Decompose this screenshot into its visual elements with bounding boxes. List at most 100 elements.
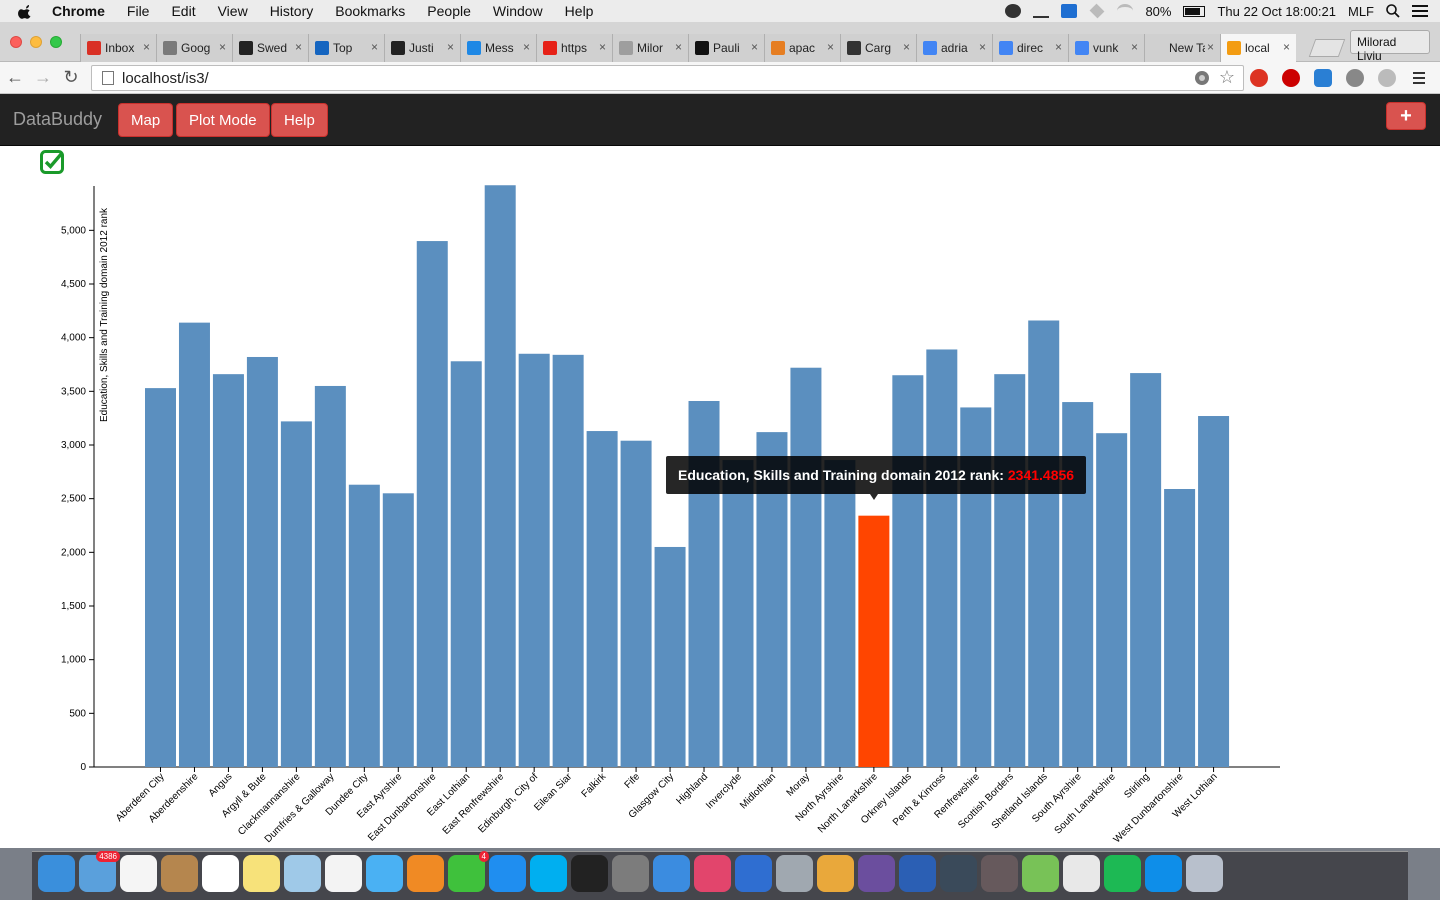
bar[interactable] (552, 354, 584, 767)
brand-logo[interactable]: DataBuddy (13, 109, 103, 129)
input-source[interactable]: MLF (1348, 3, 1374, 19)
ibooks-icon[interactable] (407, 855, 444, 892)
tab-close-icon[interactable]: × (446, 40, 454, 54)
browser-tab[interactable]: Swed × (232, 34, 308, 62)
1password-icon[interactable] (735, 855, 772, 892)
bar[interactable] (1198, 416, 1230, 767)
browser-tab[interactable]: Inbox × (80, 34, 156, 62)
recycle-icon[interactable] (1346, 69, 1364, 87)
chrome-icon[interactable] (817, 855, 854, 892)
profile-button[interactable]: Milorad Liviu (1350, 30, 1430, 63)
dropbox-icon[interactable] (1090, 3, 1105, 19)
bar[interactable] (246, 356, 278, 767)
browser-tab[interactable]: Mess × (460, 34, 536, 62)
messages-icon[interactable] (366, 855, 403, 892)
browser-tab[interactable]: Carg × (840, 34, 916, 62)
teamviewer-tray-icon[interactable] (1061, 4, 1078, 18)
image-capture-icon[interactable] (776, 855, 813, 892)
bar[interactable] (1028, 320, 1060, 767)
browser-tab[interactable]: local × (1220, 34, 1296, 62)
clock[interactable]: Thu 22 Oct 18:00:21 (1217, 3, 1336, 19)
menu-bookmarks[interactable]: Bookmarks (335, 3, 406, 19)
tab-close-icon[interactable]: × (218, 40, 226, 54)
mail-icon[interactable]: 4386 (79, 851, 120, 892)
tab-close-icon[interactable]: × (902, 40, 910, 54)
close-window-button[interactable] (10, 36, 22, 48)
bar[interactable] (892, 375, 924, 767)
menu-edit[interactable]: Edit (171, 3, 196, 19)
bar[interactable] (926, 349, 958, 767)
menu-window[interactable]: Window (492, 3, 543, 19)
bar[interactable] (484, 185, 516, 767)
bar[interactable] (1096, 433, 1128, 767)
itunes-icon[interactable] (694, 855, 731, 892)
help-button[interactable]: Help (271, 103, 328, 137)
tab-close-icon[interactable]: × (522, 40, 530, 54)
checkmark-icon[interactable] (40, 150, 64, 174)
wifi-icon[interactable] (1117, 4, 1134, 18)
skype-icon[interactable] (530, 855, 567, 892)
facetime-icon[interactable]: 4 (448, 851, 489, 892)
xcode-icon[interactable] (653, 855, 690, 892)
menu-help[interactable]: Help (564, 3, 594, 19)
eclipse-icon[interactable] (858, 855, 895, 892)
add-button[interactable]: + (1386, 102, 1426, 130)
menu-people[interactable]: People (427, 3, 471, 19)
terminal-icon[interactable] (571, 855, 608, 892)
camera-icon[interactable] (1193, 69, 1211, 87)
adblock-plus-icon[interactable] (1250, 69, 1268, 87)
bar[interactable] (450, 361, 482, 767)
extension-blue-icon[interactable] (1314, 69, 1332, 87)
menu-file[interactable]: File (126, 3, 150, 19)
chrome-menu-icon[interactable] (1410, 69, 1428, 87)
reload-icon[interactable]: ↻ (63, 67, 79, 87)
bookmark-star-icon[interactable]: ☆ (1218, 67, 1235, 87)
battery-icon[interactable] (1183, 5, 1206, 17)
bar[interactable] (722, 460, 754, 767)
browser-tab[interactable]: Goog × (156, 34, 232, 62)
activity-icon[interactable] (1033, 4, 1050, 18)
minimize-window-button[interactable] (30, 36, 42, 48)
forward-arrow-icon[interactable]: → (34, 67, 52, 87)
menu-app-name[interactable]: Chrome (52, 3, 105, 19)
bar[interactable] (314, 385, 346, 767)
adblock-hand-icon[interactable] (1282, 69, 1300, 87)
contacts-icon[interactable] (161, 855, 198, 892)
bar[interactable] (178, 322, 210, 767)
bar[interactable] (1164, 489, 1196, 767)
spotify-icon[interactable] (1104, 855, 1141, 892)
evernote-icon[interactable] (1005, 4, 1022, 18)
notification-center-icon[interactable] (1412, 5, 1428, 17)
bar[interactable] (416, 241, 448, 767)
x11-icon[interactable] (940, 855, 977, 892)
zoom-window-button[interactable] (50, 36, 62, 48)
preview-icon[interactable] (284, 855, 321, 892)
browser-tab[interactable]: Top × (308, 34, 384, 62)
bar[interactable] (382, 493, 414, 767)
tab-close-icon[interactable]: × (142, 40, 150, 54)
bar[interactable] (145, 388, 176, 767)
spotlight-search-icon[interactable] (1386, 4, 1400, 18)
tab-close-icon[interactable]: × (1282, 40, 1290, 54)
atom-icon[interactable] (981, 855, 1018, 892)
system-prefs-icon[interactable] (612, 855, 649, 892)
bar[interactable] (280, 421, 312, 767)
word-icon[interactable] (899, 855, 936, 892)
bar[interactable] (348, 484, 380, 767)
browser-tab[interactable]: New Ta × (1144, 34, 1220, 62)
url-input[interactable] (122, 69, 1202, 87)
browser-tab[interactable]: vunk × (1068, 34, 1144, 62)
menu-history[interactable]: History (269, 3, 314, 19)
lightbulb-icon[interactable] (1378, 69, 1396, 87)
app-store-icon[interactable] (489, 855, 526, 892)
bar[interactable] (212, 374, 244, 767)
highlighted-bar[interactable] (858, 515, 890, 767)
tab-close-icon[interactable]: × (598, 40, 606, 54)
bar[interactable] (790, 367, 822, 767)
tab-close-icon[interactable]: × (1054, 40, 1062, 54)
android-studio-icon[interactable] (1022, 855, 1059, 892)
back-arrow-icon[interactable]: ← (6, 67, 24, 87)
bar[interactable] (586, 431, 618, 767)
bar[interactable] (1130, 373, 1162, 767)
menu-view[interactable]: View (217, 3, 248, 19)
